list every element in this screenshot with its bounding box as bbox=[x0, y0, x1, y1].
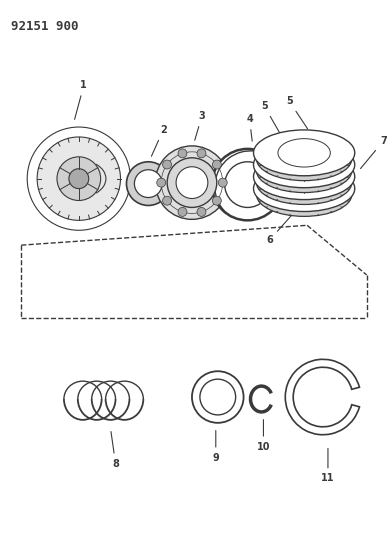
Text: 2: 2 bbox=[151, 125, 166, 156]
Text: 10: 10 bbox=[257, 419, 270, 451]
Circle shape bbox=[176, 167, 208, 198]
Text: 5: 5 bbox=[261, 101, 283, 139]
Ellipse shape bbox=[280, 168, 328, 197]
Text: 7: 7 bbox=[360, 136, 387, 168]
Circle shape bbox=[134, 169, 162, 198]
Circle shape bbox=[157, 178, 166, 187]
Ellipse shape bbox=[253, 142, 355, 188]
Circle shape bbox=[126, 162, 170, 205]
Circle shape bbox=[197, 149, 206, 158]
Text: 9: 9 bbox=[212, 431, 219, 463]
Circle shape bbox=[57, 157, 100, 200]
Circle shape bbox=[167, 158, 217, 207]
Text: 1: 1 bbox=[74, 80, 87, 119]
Ellipse shape bbox=[253, 166, 355, 212]
Ellipse shape bbox=[256, 137, 352, 181]
Circle shape bbox=[212, 196, 221, 205]
Ellipse shape bbox=[280, 157, 328, 185]
Ellipse shape bbox=[253, 130, 355, 176]
Text: 8: 8 bbox=[111, 432, 119, 469]
Circle shape bbox=[197, 207, 206, 216]
Circle shape bbox=[163, 160, 171, 169]
Text: 4: 4 bbox=[246, 114, 253, 141]
Ellipse shape bbox=[278, 150, 330, 179]
Ellipse shape bbox=[256, 173, 352, 216]
Circle shape bbox=[200, 379, 236, 415]
Ellipse shape bbox=[256, 161, 352, 205]
Circle shape bbox=[212, 160, 221, 169]
Ellipse shape bbox=[280, 144, 328, 173]
Circle shape bbox=[155, 146, 229, 220]
Circle shape bbox=[225, 162, 270, 207]
Ellipse shape bbox=[278, 139, 330, 167]
Ellipse shape bbox=[253, 154, 355, 199]
Circle shape bbox=[212, 149, 283, 220]
Text: 5: 5 bbox=[286, 96, 308, 128]
Ellipse shape bbox=[278, 174, 330, 203]
Circle shape bbox=[37, 137, 121, 220]
Circle shape bbox=[163, 196, 171, 205]
Text: 92151 900: 92151 900 bbox=[11, 20, 79, 33]
Text: 3: 3 bbox=[195, 111, 205, 140]
Ellipse shape bbox=[278, 163, 330, 191]
Circle shape bbox=[192, 371, 244, 423]
Circle shape bbox=[69, 169, 89, 189]
Text: 11: 11 bbox=[321, 448, 335, 483]
Ellipse shape bbox=[280, 180, 328, 209]
Circle shape bbox=[178, 207, 187, 216]
Circle shape bbox=[218, 178, 227, 187]
Circle shape bbox=[178, 149, 187, 158]
Text: 6: 6 bbox=[266, 214, 292, 245]
Ellipse shape bbox=[256, 149, 352, 192]
